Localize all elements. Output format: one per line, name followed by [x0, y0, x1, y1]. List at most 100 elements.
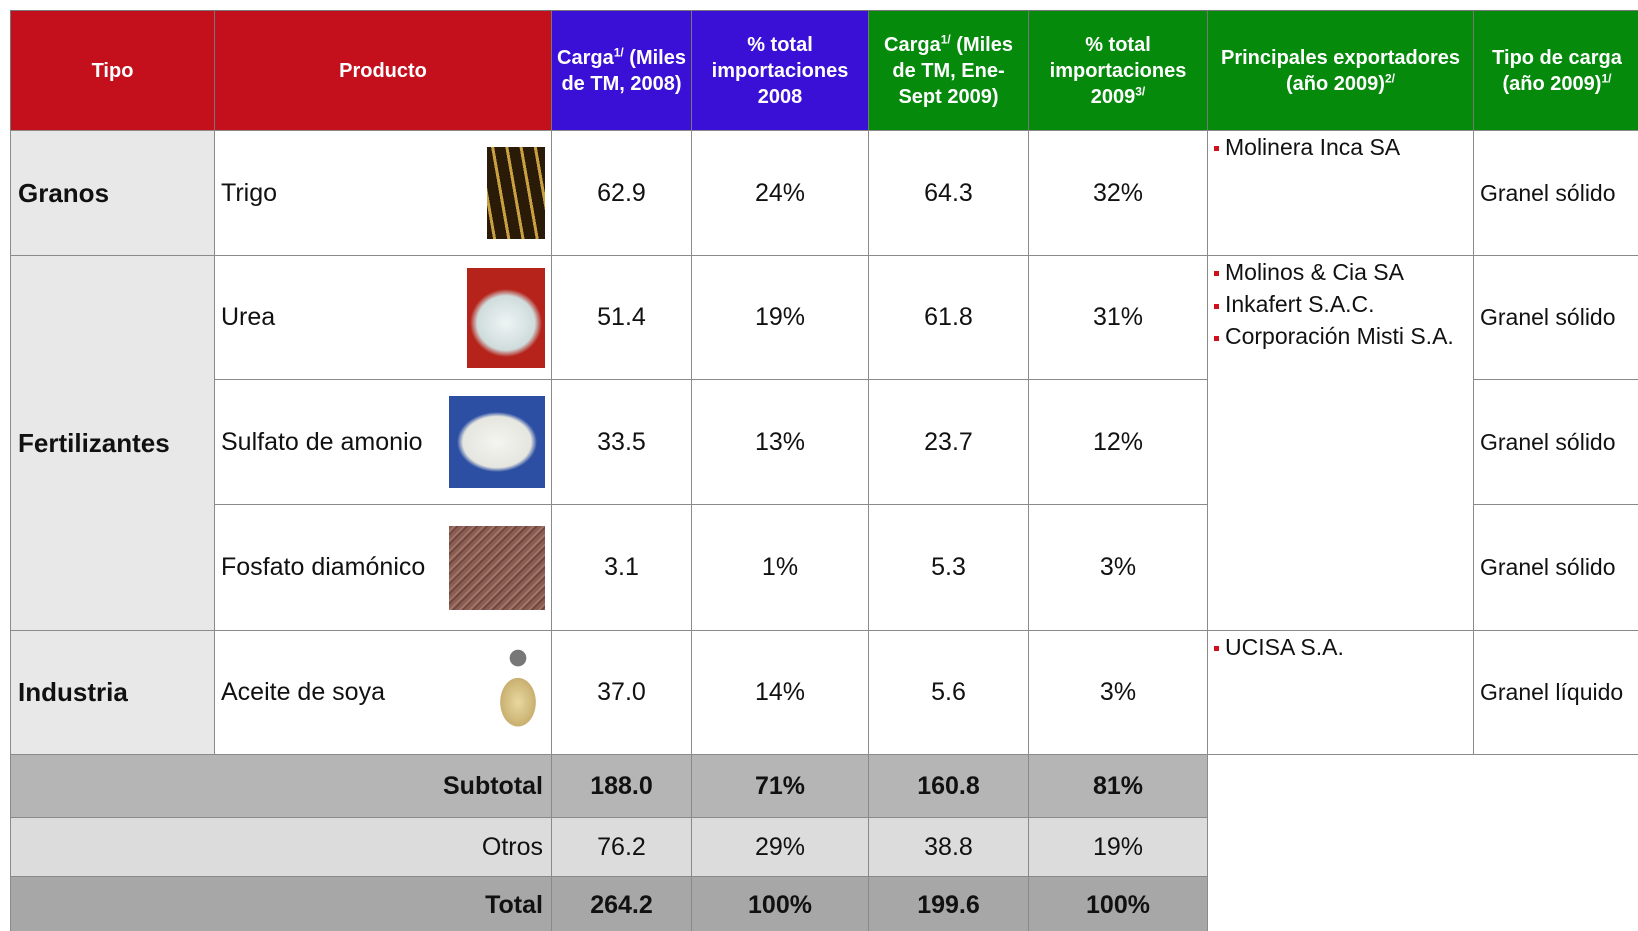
exporter-name: UCISA S.A. [1225, 634, 1344, 660]
type-label: Fertilizantes [18, 427, 170, 458]
header-label: % total importaciones 2009 [1049, 33, 1187, 108]
value: 3% [1099, 553, 1137, 581]
value: 3.1 [604, 553, 639, 581]
exporter: Corporación Misti S.A. [1214, 320, 1454, 352]
value: 61.8 [924, 303, 973, 331]
type-label: Granos [18, 177, 110, 208]
value-cell: 13% [691, 379, 869, 505]
header-label: Principales exportadores (año 2009) [1221, 46, 1460, 95]
header-superscript: 1/ [613, 44, 624, 59]
value-cell: 1% [691, 504, 869, 631]
header-cell: Principales exportadores (año 2009)2/ [1207, 10, 1474, 131]
value: 5.3 [931, 553, 966, 581]
summary-label: Total [485, 890, 543, 919]
summary-value-cell: 100% [691, 876, 869, 931]
cargo-type-cell: Granel sólido [1473, 379, 1638, 505]
header-label: Carga [884, 33, 941, 56]
header-label: Tipo de carga (año 2009) [1492, 46, 1622, 95]
product-cell: Fosfato diamónico [214, 504, 552, 631]
header-cell: Carga1/ (Miles de TM, 2008) [551, 10, 692, 131]
summary-value: 19% [1092, 832, 1144, 861]
value-cell: 51.4 [551, 255, 692, 380]
summary-value: 188.0 [590, 771, 653, 800]
exporters-cell: UCISA S.A. [1207, 630, 1474, 755]
summary-value-cell: 160.8 [868, 754, 1029, 818]
header-cell: Producto [214, 10, 552, 131]
header-text: Carga1/ (Miles de TM, Ene-Sept 2009) [873, 32, 1024, 110]
value: 32% [1092, 178, 1144, 207]
summary-value-cell: 100% [1028, 876, 1208, 931]
exporter: Molinera Inca SA [1214, 131, 1400, 163]
type-label: Industria [18, 677, 128, 707]
value: 62.9 [597, 178, 646, 207]
product-image [487, 147, 545, 239]
value: 51.4 [597, 303, 646, 331]
product-name: Fosfato diamónico [221, 553, 426, 581]
product-cell: Trigo [214, 130, 552, 256]
header-label-unit: (Miles de TM, Ene-Sept 2009) [892, 33, 1013, 108]
value: 1% [761, 553, 799, 581]
summary-value: 264.2 [590, 890, 653, 919]
value-cell: 24% [691, 130, 869, 256]
value-cell: 3.1 [551, 504, 692, 631]
header-superscript: 3/ [1135, 83, 1146, 98]
value: 12% [1092, 427, 1144, 456]
exporter-name: Inkafert S.A.C. [1225, 291, 1375, 318]
value-cell: 5.3 [868, 504, 1029, 631]
value-cell: 64.3 [868, 130, 1029, 256]
bullet [1214, 146, 1219, 152]
bullet [1214, 335, 1219, 341]
product-image [449, 396, 545, 488]
value: 19% [754, 303, 806, 331]
summary-value-cell: 38.8 [868, 817, 1029, 877]
value: 31% [1092, 303, 1144, 331]
header-text: Tipo [92, 58, 134, 84]
value: 37.0 [597, 678, 646, 706]
product-image [449, 525, 545, 610]
value-cell: 32% [1028, 130, 1208, 256]
header-superscript: 2/ [1384, 70, 1395, 85]
value: 24% [754, 178, 806, 207]
summary-value: 100% [1086, 890, 1150, 919]
header-label: Producto [339, 59, 427, 82]
header-cell: % total importaciones 2008 [691, 10, 869, 131]
exporter-name: Molinos & Cia SA [1225, 259, 1404, 285]
value-cell: 5.6 [868, 630, 1029, 755]
summary-label: Otros [481, 832, 543, 861]
value-cell: 23.7 [868, 379, 1029, 505]
bullet [1214, 646, 1219, 652]
summary-value-cell: 29% [691, 817, 869, 877]
summary-label: Subtotal [443, 771, 543, 800]
header-superscript: 1/ [940, 31, 951, 46]
type-cell: Fertilizantes [10, 255, 215, 631]
summary-value: 81% [1092, 771, 1144, 800]
cargo-type-cell: Granel sólido [1473, 255, 1638, 380]
product-name: Sulfato de amonio [221, 427, 423, 456]
value-cell: 33.5 [551, 379, 692, 505]
header-label-unit: (Miles de TM, 2008) [561, 46, 686, 95]
header-text: Tipo de carga (año 2009)1/ [1478, 45, 1636, 97]
cargo-type: Granel sólido [1480, 554, 1616, 580]
bullet [1214, 303, 1219, 309]
value: 14% [754, 678, 806, 706]
value-cell: 12% [1028, 379, 1208, 505]
type-cell: Granos [10, 130, 215, 256]
cargo-type: Granel sólido [1480, 179, 1616, 206]
bullet [1214, 271, 1219, 277]
header-text: Producto [339, 58, 427, 84]
header-text: % total importaciones 20093/ [1033, 32, 1203, 110]
value-cell: 62.9 [551, 130, 692, 256]
cargo-type: Granel sólido [1480, 304, 1616, 330]
cargo-type-cell: Granel sólido [1473, 130, 1638, 256]
summary-value-cell: 76.2 [551, 817, 692, 877]
product-name: Urea [221, 303, 276, 331]
header-label: % total importaciones 2008 [711, 33, 849, 108]
cargo-type: Granel sólido [1480, 428, 1616, 455]
value: 13% [754, 427, 806, 456]
product-image [467, 267, 545, 368]
summary-value: 160.8 [917, 771, 980, 800]
product-name: Trigo [221, 178, 278, 207]
value-cell: 3% [1028, 630, 1208, 755]
cargo-type-cell: Granel líquido [1473, 630, 1638, 755]
